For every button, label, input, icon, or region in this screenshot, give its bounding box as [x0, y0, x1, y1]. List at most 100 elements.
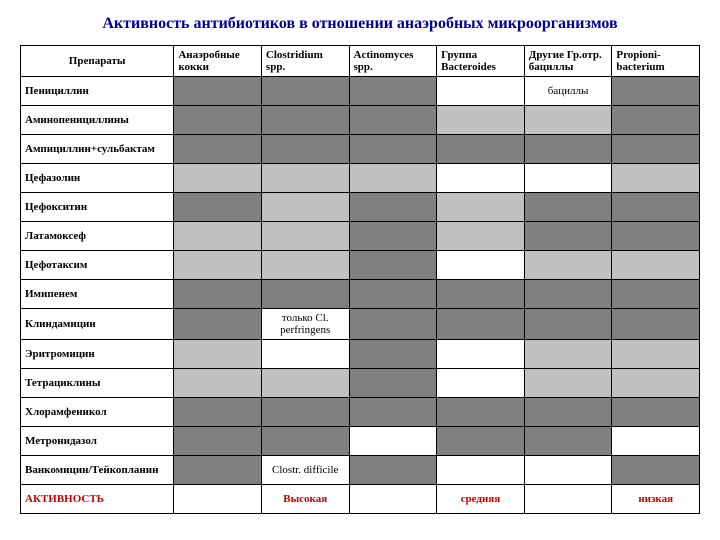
table-body: ПенициллинбациллыАминопенициллиныАмпицил… [21, 77, 700, 514]
activity-cell [261, 427, 349, 456]
activity-cell [612, 280, 700, 309]
drug-label: Цефазолин [21, 164, 174, 193]
col-header: Другие Гр.отр. бациллы [524, 46, 612, 77]
col-header: Clostridium spp. [261, 46, 349, 77]
activity-cell [524, 427, 612, 456]
activity-cell [524, 456, 612, 485]
table-row: Эритромицин [21, 340, 700, 369]
activity-cell [174, 456, 262, 485]
activity-legend-cell [524, 485, 612, 514]
drug-label: Ванкомицин/Тейкопланин [21, 456, 174, 485]
activity-cell [261, 193, 349, 222]
activity-cell [437, 77, 525, 106]
activity-cell [349, 106, 437, 135]
activity-cell [261, 222, 349, 251]
table-row: Аминопенициллины [21, 106, 700, 135]
activity-cell [437, 369, 525, 398]
table-row: Хлорамфеникол [21, 398, 700, 427]
activity-cell [174, 251, 262, 280]
drug-label: Имипенем [21, 280, 174, 309]
activity-cell [349, 164, 437, 193]
activity-cell [349, 309, 437, 340]
col-header: Actinomyces spp. [349, 46, 437, 77]
activity-legend-row: АКТИВНОСТЬ Высокая средняя низкая [21, 485, 700, 514]
activity-cell [612, 309, 700, 340]
table-row: Тетрациклины [21, 369, 700, 398]
activity-cell [174, 193, 262, 222]
activity-cell [524, 222, 612, 251]
activity-cell [174, 135, 262, 164]
activity-legend-cell: низкая [612, 485, 700, 514]
activity-cell [612, 193, 700, 222]
col-header: Propioni-bacterium [612, 46, 700, 77]
activity-label: АКТИВНОСТЬ [21, 485, 174, 514]
page-title: Активность антибиотиков в отношении анаэ… [20, 15, 700, 33]
activity-cell [174, 77, 262, 106]
activity-cell [437, 164, 525, 193]
table-row: Цефотаксим [21, 251, 700, 280]
activity-cell [437, 427, 525, 456]
activity-cell [349, 456, 437, 485]
activity-cell [174, 340, 262, 369]
drug-label: Цефотаксим [21, 251, 174, 280]
col-header: Группа Bacteroides [437, 46, 525, 77]
activity-cell [174, 106, 262, 135]
activity-cell [437, 106, 525, 135]
activity-cell [349, 251, 437, 280]
table-row: Цефазолин [21, 164, 700, 193]
activity-cell [174, 309, 262, 340]
drug-label: Цефокситин [21, 193, 174, 222]
activity-cell [437, 280, 525, 309]
activity-cell [524, 193, 612, 222]
activity-cell [261, 280, 349, 309]
activity-cell [261, 340, 349, 369]
activity-cell [349, 369, 437, 398]
col-header: Анаэробные кокки [174, 46, 262, 77]
activity-cell [612, 369, 700, 398]
activity-cell [524, 135, 612, 164]
table-row: Цефокситин [21, 193, 700, 222]
activity-cell [612, 164, 700, 193]
activity-cell [437, 309, 525, 340]
table-row: Ванкомицин/Тейкопланин Clostr. difficile [21, 456, 700, 485]
drug-label: Латамоксеф [21, 222, 174, 251]
activity-cell [612, 135, 700, 164]
activity-cell [261, 135, 349, 164]
activity-cell [612, 222, 700, 251]
drug-label: Пенициллин [21, 77, 174, 106]
activity-cell [612, 106, 700, 135]
drug-label: Ампициллин+сульбактам [21, 135, 174, 164]
drug-label: Метронидазол [21, 427, 174, 456]
activity-cell [174, 398, 262, 427]
activity-cell: Clostr. difficile [261, 456, 349, 485]
drug-label: Хлорамфеникол [21, 398, 174, 427]
activity-cell [261, 251, 349, 280]
drug-label: Клиндамицин [21, 309, 174, 340]
activity-legend-cell: Высокая [261, 485, 349, 514]
drug-label: Эритромицин [21, 340, 174, 369]
activity-cell [524, 251, 612, 280]
activity-legend-cell: средняя [437, 485, 525, 514]
drug-label: Тетрациклины [21, 369, 174, 398]
activity-cell [437, 251, 525, 280]
activity-cell [524, 309, 612, 340]
table-row: Клиндамицинтолько Cl. perfringens [21, 309, 700, 340]
activity-cell [261, 106, 349, 135]
activity-cell [349, 222, 437, 251]
activity-cell [437, 456, 525, 485]
activity-legend-cell [349, 485, 437, 514]
antibiotic-table: ПрепаратыАнаэробные коккиClostridium spp… [20, 45, 700, 514]
activity-cell [349, 340, 437, 369]
drug-label: Аминопенициллины [21, 106, 174, 135]
activity-cell [349, 135, 437, 164]
activity-cell [612, 456, 700, 485]
activity-cell [349, 77, 437, 106]
activity-cell [524, 280, 612, 309]
activity-cell [349, 193, 437, 222]
activity-cell [174, 164, 262, 193]
activity-cell [261, 369, 349, 398]
activity-cell [174, 369, 262, 398]
table-row: Ампициллин+сульбактам [21, 135, 700, 164]
activity-cell [612, 340, 700, 369]
activity-cell [437, 398, 525, 427]
